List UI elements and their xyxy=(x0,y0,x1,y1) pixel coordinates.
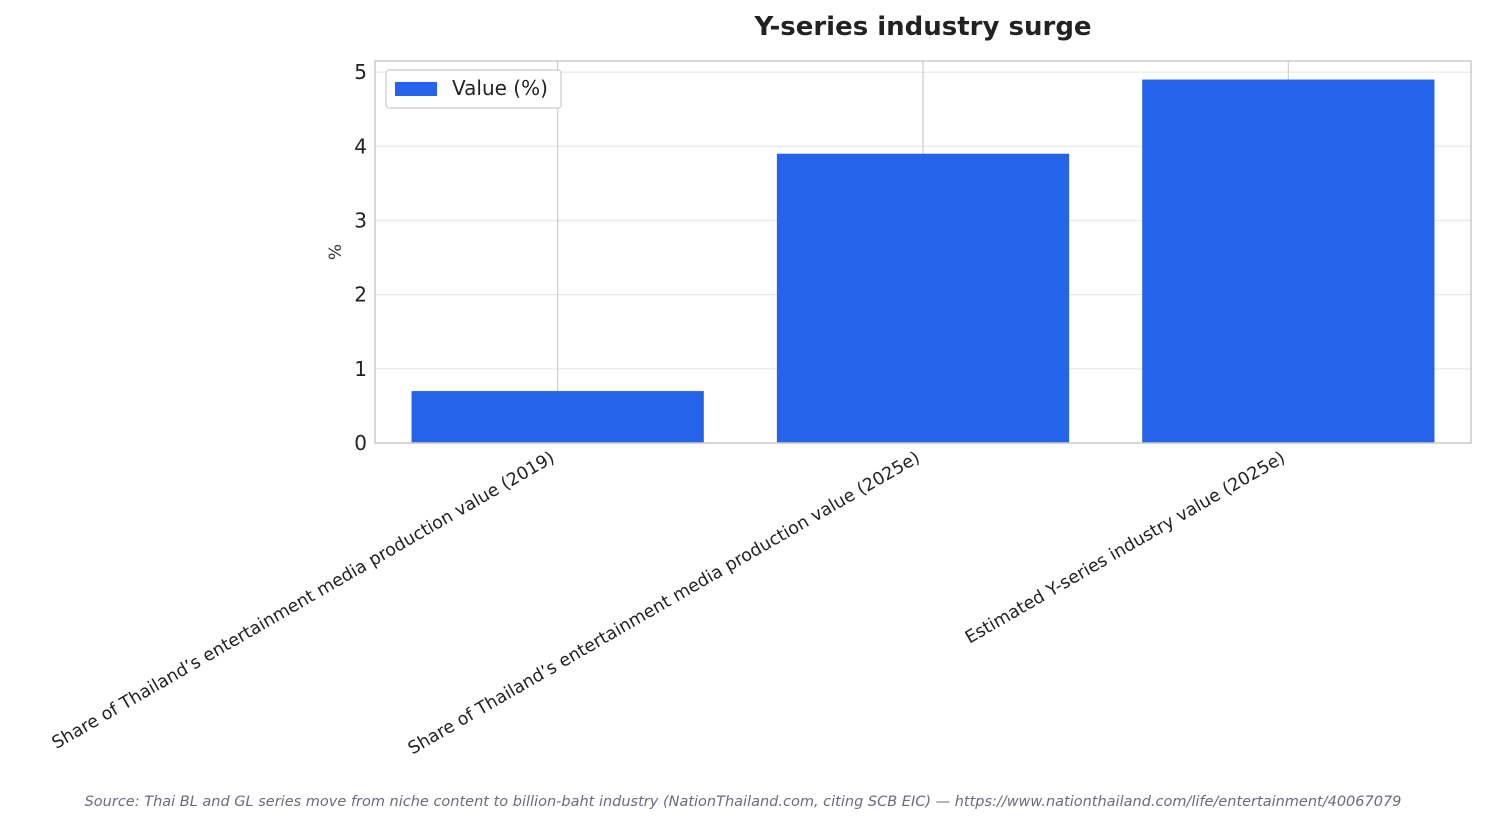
y-tick-labels: 0 1 2 3 4 5 xyxy=(354,60,367,455)
y-tick-label: 1 xyxy=(354,357,367,381)
chart-title: Y-series industry surge xyxy=(753,12,1091,42)
legend: Value (%) xyxy=(385,69,562,109)
bar xyxy=(776,153,1070,443)
plot-frame xyxy=(374,60,1472,444)
bar xyxy=(411,391,704,443)
legend-box xyxy=(385,69,562,109)
bars xyxy=(411,79,1435,443)
legend-label: Value (%) xyxy=(452,76,548,100)
y-tick-label: 5 xyxy=(354,60,367,84)
bar xyxy=(1142,79,1435,443)
y-tick-label: 4 xyxy=(354,134,367,158)
y-tick-label: 0 xyxy=(354,431,367,455)
x-tick-label: Estimated Y-series industry value (2025e… xyxy=(962,448,1289,648)
y-tick-label: 2 xyxy=(354,283,367,307)
y-axis-label: % xyxy=(326,244,346,260)
legend-swatch xyxy=(395,82,437,96)
source-note: Source: Thai BL and GL series move from … xyxy=(85,794,1402,810)
y-tick-label: 3 xyxy=(354,208,367,232)
x-tick-labels: Share of Thailand’s entertainment media … xyxy=(49,448,1289,759)
